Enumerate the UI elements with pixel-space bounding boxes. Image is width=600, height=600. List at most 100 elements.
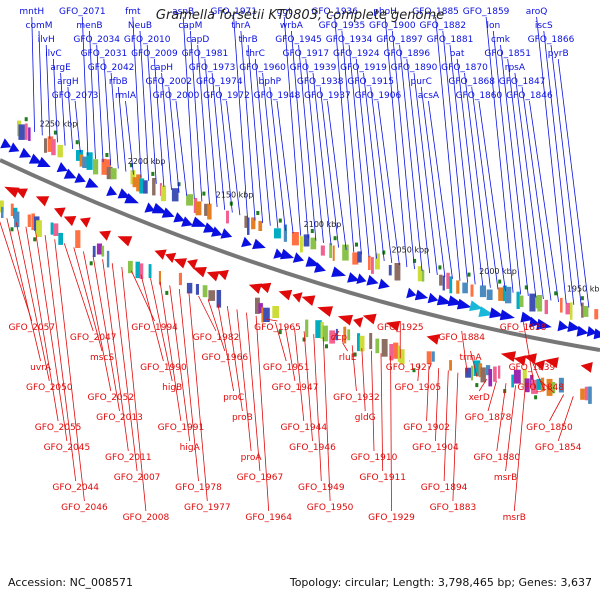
reverse-gene-arrow [258, 282, 272, 294]
label-leader-line [417, 363, 420, 382]
feature-bar-lower [426, 351, 432, 364]
feature-bar-upper [226, 210, 229, 224]
gene-label: GFO_1951 [263, 363, 310, 373]
feature-bar-upper [368, 255, 371, 270]
feature-bar-upper [519, 295, 524, 308]
feature-bar-lower [540, 377, 545, 392]
label-leader-line [549, 394, 565, 422]
reverse-gene-arrow [292, 292, 303, 303]
label-leader-line [470, 350, 478, 378]
label-leader-line [103, 58, 112, 166]
gene-label: GFO_1937 [304, 91, 351, 101]
reverse-gene-arrow [353, 317, 364, 328]
gene-label: rmlA [115, 91, 137, 101]
gene-label: GFO_1945 [275, 35, 322, 45]
gene-label: GFO_1859 [463, 7, 510, 17]
feature-bar-upper [375, 253, 380, 270]
accession-text: Accession: NC_008571 [8, 576, 134, 589]
reverse-gene-arrow [301, 295, 316, 306]
feature-bar-upper [93, 159, 99, 175]
forward-gene-arrow [378, 278, 390, 290]
gene-label: GFO_2052 [87, 393, 134, 403]
forward-gene-arrow [56, 162, 68, 173]
feature-bar-lower [10, 203, 14, 216]
gene-label: GFO_2007 [114, 473, 161, 483]
gene-label: GFO_1881 [427, 35, 474, 45]
label-leader-line [443, 370, 449, 482]
marker-tick [202, 191, 206, 196]
label-leader-line [531, 360, 545, 392]
backbone-line [0, 158, 600, 352]
gene-label: cmk [491, 35, 511, 45]
label-leader-line [322, 336, 331, 502]
gene-label: bphP [259, 77, 282, 87]
marker-tick [382, 250, 386, 255]
forward-gene-arrow [292, 252, 304, 263]
gene-label: GFO_1838 [500, 323, 547, 333]
label-leader-line [121, 266, 147, 512]
reverse-gene-arrow [248, 283, 263, 294]
feature-bar-upper [456, 280, 460, 294]
feature-bar-upper [516, 291, 520, 309]
gene-label: proB [232, 413, 253, 423]
gene-label: GFO_2057 [8, 323, 55, 333]
label-leader-line [265, 318, 278, 322]
feature-bar-lower [195, 284, 199, 295]
label-leader-line [363, 72, 385, 261]
marker-tick [177, 182, 181, 187]
gene-label: GFO_2071 [59, 7, 106, 17]
feature-bar-upper [251, 217, 256, 230]
label-leader-line [291, 30, 309, 239]
feature-bar-lower [357, 333, 361, 352]
feature-bar-lower [524, 378, 530, 393]
label-leader-line [217, 302, 234, 392]
label-leader-line [312, 72, 332, 246]
feature-bar-upper [86, 152, 93, 170]
gene-label: proA [241, 453, 263, 463]
scale-label: 2200 kbp [128, 157, 166, 166]
feature-bar-upper [329, 243, 332, 258]
label-leader-line [371, 350, 375, 452]
feature-bar-lower [397, 345, 400, 362]
label-leader-line [487, 381, 497, 412]
gene-label: GFO_1936 [311, 7, 358, 17]
marker-tick [129, 163, 133, 168]
label-leader-line [211, 72, 226, 210]
feature-bar-upper [101, 158, 107, 175]
label-leader-line [269, 86, 286, 231]
gene-label: GFO_2031 [81, 49, 128, 59]
forward-gene-arrow [85, 177, 99, 188]
gene-label: GFO_1977 [184, 503, 231, 513]
gene-label: gldG [355, 413, 376, 423]
forward-gene-arrow [586, 326, 598, 337]
gene-label: GFO_2073 [52, 91, 99, 101]
gene-label: GFO_1960 [239, 63, 286, 73]
label-leader-line [390, 355, 392, 512]
feature-bar-upper [371, 257, 374, 274]
gene-label: GFO_2008 [123, 513, 170, 523]
gene-label: fmt [125, 7, 141, 17]
feature-bar-upper [529, 293, 536, 312]
marker-tick [278, 330, 282, 335]
marker-tick [75, 140, 79, 145]
gene-label: GFO_1978 [175, 483, 222, 493]
feature-bar-upper [594, 309, 599, 320]
marker-tick [580, 296, 584, 301]
gene-label: GFO_1880 [473, 453, 520, 463]
gene-label: oat [450, 49, 465, 59]
feature-bar-upper [51, 139, 56, 156]
feature-bar-lower [261, 307, 264, 323]
gene-label: xerD [469, 393, 490, 403]
label-leader-line [332, 330, 340, 341]
gene-label: GFO_1894 [421, 483, 468, 493]
scale-label: 2050 kbp [391, 246, 429, 255]
label-leader-line [226, 306, 243, 412]
forward-gene-arrow [366, 274, 379, 286]
gene-label: NeuB [128, 21, 152, 31]
gene-label: GFO_1982 [193, 333, 240, 343]
label-leader-line [361, 348, 366, 412]
marker-tick [355, 242, 358, 247]
forward-gene-arrow [252, 238, 266, 250]
label-leader-line [25, 226, 59, 422]
feature-bar-lower [381, 339, 388, 357]
